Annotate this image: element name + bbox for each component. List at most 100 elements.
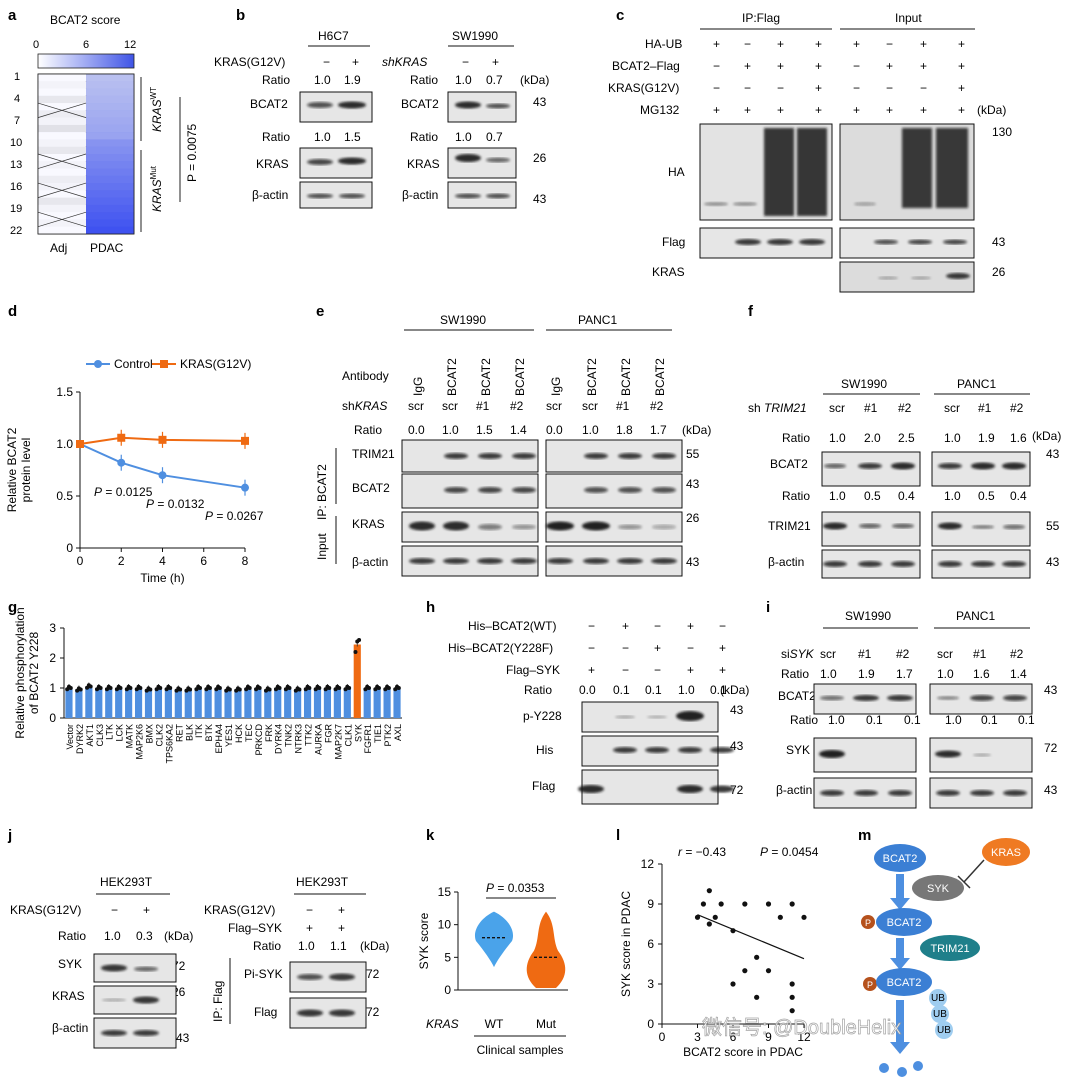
y-tick-label: 0 — [49, 711, 56, 725]
data-dot — [247, 686, 252, 690]
data-point — [789, 901, 795, 907]
data-dot — [227, 687, 232, 692]
cell-line-panc1: PANC1 — [956, 609, 995, 623]
sign: + — [920, 103, 927, 117]
blot-label-syk: SYK — [58, 957, 82, 971]
mw-marker: 43 — [1044, 683, 1058, 697]
sign: + — [654, 641, 661, 655]
heat-cell-pdac — [86, 88, 134, 96]
ratio-value: 0.5 — [978, 489, 995, 503]
scale-tick-12: 12 — [124, 39, 136, 51]
blot-band — [486, 157, 510, 163]
heat-cell-adj — [38, 117, 86, 125]
blot-band — [973, 753, 991, 757]
cell-line-hek293t: HEK293T — [296, 875, 349, 889]
sign: + — [719, 641, 726, 655]
y-tick-label: 1.0 — [56, 437, 73, 451]
data-dot — [168, 686, 173, 690]
heat-cell-pdac — [86, 226, 134, 234]
blot-band — [307, 102, 333, 108]
data-dot — [307, 686, 312, 690]
ratio-value: 1.0 — [829, 431, 846, 445]
ratio-value: 1.5 — [344, 130, 361, 144]
heat-cell-pdac — [86, 139, 134, 147]
blot-label-beta-actin: β-actin — [768, 555, 804, 569]
ratio-value: 0.0 — [408, 423, 425, 437]
mw-marker: 26 — [686, 511, 700, 525]
y-tick-label: 0.5 — [56, 489, 73, 503]
data-point — [765, 968, 772, 974]
heat-cell-pdac — [86, 168, 134, 176]
sign: + — [588, 663, 595, 677]
blot-band — [874, 239, 898, 245]
x-tick-label: 8 — [242, 554, 249, 568]
blot-band — [824, 463, 846, 469]
sign: − — [744, 37, 751, 51]
ratio-value: 0.1 — [710, 683, 727, 697]
data-dot — [327, 686, 332, 690]
sign: + — [777, 37, 784, 51]
bar — [65, 688, 73, 718]
bar — [303, 688, 312, 718]
column-label-adj: Adj — [50, 241, 67, 255]
sign: + — [815, 37, 822, 51]
blot-band — [710, 747, 734, 753]
y-tick-label: 0 — [647, 1017, 654, 1031]
x-tick-label: LCK — [115, 724, 125, 742]
blot-label-kras: KRAS — [407, 157, 440, 171]
bar — [343, 688, 351, 718]
data-point — [694, 914, 701, 920]
ratio-value: 1.0 — [314, 73, 331, 87]
blot-band — [938, 522, 962, 530]
ratio-value: 1.0 — [104, 929, 121, 943]
sign: − — [920, 81, 927, 95]
data-dot — [98, 686, 103, 690]
blot-label-kras: KRAS — [256, 157, 289, 171]
blot-label-his: His — [536, 743, 553, 757]
sign: + — [853, 37, 860, 51]
mw-marker: 43 — [730, 703, 744, 717]
blot-band — [339, 193, 365, 199]
y-tick-label: 1 — [49, 681, 56, 695]
blot-band — [645, 747, 669, 753]
ub-bead — [929, 989, 947, 1007]
blot-band — [584, 453, 608, 459]
ratio-value: 1.0 — [828, 713, 845, 727]
heat-cell-adj — [38, 212, 86, 220]
y-axis-label: Relative phosphorylationof BCAT2 Y228 — [13, 607, 41, 738]
blot-band — [820, 695, 844, 701]
data-dot — [367, 686, 372, 690]
data-dot — [188, 687, 193, 692]
sign: + — [958, 37, 965, 51]
heat-cell-adj — [38, 74, 86, 82]
blot-band — [444, 487, 468, 493]
panel-label-b: b — [236, 7, 245, 24]
blot-band — [297, 974, 323, 980]
x-tick-label: FGFR1 — [363, 724, 373, 754]
blot-band — [443, 521, 469, 531]
sign: − — [853, 59, 860, 73]
phospho-p — [863, 977, 877, 991]
ratio-label: Ratio — [790, 713, 818, 727]
blot-band — [946, 273, 970, 279]
heat-cell-pdac — [86, 110, 134, 118]
watermark: 微信号: @DoubleHelix — [702, 1016, 901, 1039]
panel-label-i: i — [766, 599, 770, 616]
lane-headers: IgG BCAT2 BCAT2 BCAT2 IgG BCAT2 BCAT2 BCAT2 scr s… — [408, 358, 667, 437]
sign: + — [920, 59, 927, 73]
ratio-label: Ratio — [410, 130, 438, 144]
blot-band — [767, 239, 793, 245]
ratio-value: 0.5 — [864, 489, 881, 503]
bar — [393, 688, 401, 718]
x-tick-label: ITK — [194, 724, 204, 738]
blot-band — [329, 1009, 355, 1017]
si-label: #1 — [973, 647, 987, 661]
y-tick-label: 10 — [438, 918, 452, 932]
ratio-value: 0.1 — [904, 713, 921, 727]
sign: + — [920, 37, 927, 51]
heat-cell-pdac — [86, 190, 134, 198]
y-tick-label: 9 — [647, 897, 654, 911]
sign: + — [958, 59, 965, 73]
